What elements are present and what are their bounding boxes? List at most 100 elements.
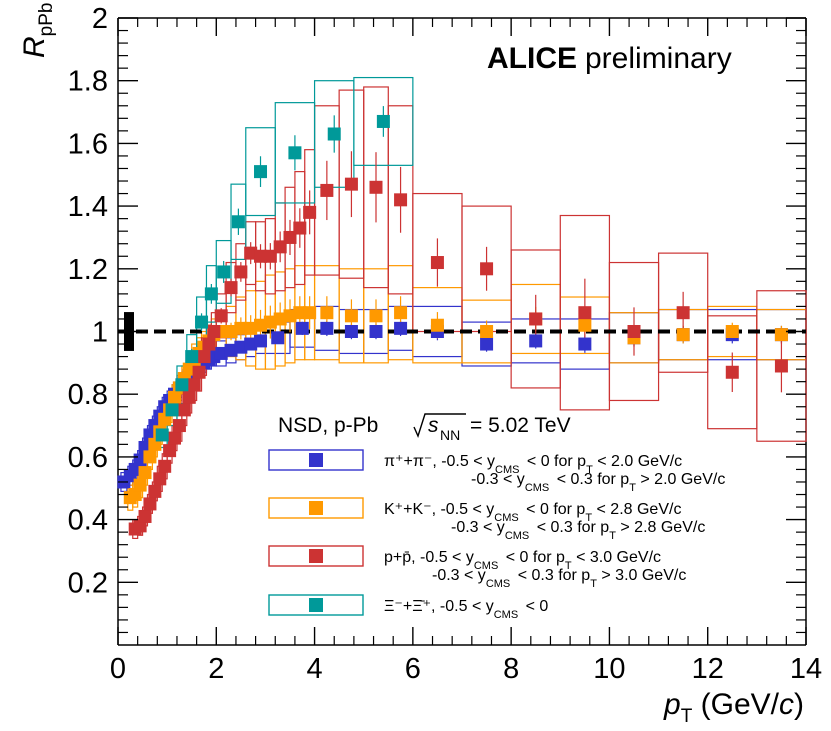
- xi-marker: [288, 146, 302, 160]
- legend-header-nn: NN: [440, 427, 460, 443]
- kaon-marker: [578, 318, 592, 332]
- pi-marker: [578, 337, 592, 351]
- x-tick-label: 6: [405, 653, 421, 685]
- x-axis-title: pT (GeV/c): [663, 688, 804, 727]
- xi-marker: [376, 114, 390, 128]
- proton-legend-line1-end: < 3.0 GeV/c: [572, 549, 661, 566]
- kaon-legend-line2-sub2: T: [609, 530, 616, 542]
- proton-legend-line1: p+p̄, -0.5 < yCMS < 0 for pT < 3.0 GeV/c: [384, 549, 661, 572]
- kaon-marker: [394, 306, 408, 320]
- proton-legend-marker: [309, 549, 323, 563]
- kaon-marker: [133, 478, 147, 492]
- kaon-marker: [774, 328, 788, 342]
- kaon-legend-box: [268, 497, 364, 519]
- chart-title: ALICE preliminary: [487, 42, 732, 75]
- y-tick-label: 1.8: [68, 66, 108, 98]
- y-tick-label: 0.2: [68, 567, 108, 599]
- kaon-marker: [138, 466, 152, 480]
- proton-marker: [254, 249, 268, 263]
- kaon-legend-line2-end: > 2.8 GeV/c: [616, 519, 705, 536]
- kaon-legend-line2-tail: < 0.3 for p: [532, 519, 609, 536]
- proton-sys-box: [756, 290, 807, 442]
- kaon-marker: [293, 306, 307, 320]
- data-markers: [117, 114, 788, 536]
- xi-marker: [175, 378, 189, 392]
- proton-marker: [177, 403, 191, 417]
- y-tick-label: 1.2: [68, 254, 108, 286]
- kaon-marker: [234, 321, 248, 335]
- pi-marker: [254, 334, 268, 348]
- kaon-legend-line1-start: K⁺+K⁻, -0.5 < y: [384, 501, 494, 518]
- kaon-legend-line2-start: -0.3 < y: [451, 519, 505, 536]
- xi-legend-box: [268, 594, 364, 616]
- pi-legend-line1-sub2: T: [586, 464, 593, 476]
- x-tick-label: 4: [307, 653, 323, 685]
- proton-marker: [192, 365, 206, 379]
- xi-sys-box: [230, 183, 247, 260]
- pi-legend-line2-tail: < 0.3 for p: [552, 471, 629, 488]
- proton-legend-line2-start: -0.3 < y: [432, 567, 486, 584]
- kaon-legend-line1-tail: < 0 for p: [522, 501, 586, 518]
- kaon-legend-line2-sub: CMS: [505, 530, 529, 542]
- xi-marker: [195, 315, 209, 329]
- pi-marker: [244, 337, 258, 351]
- proton-marker: [158, 459, 172, 473]
- legend-header: NSD, p-Pb s NN = 5.02 TeV: [278, 413, 571, 443]
- proton-legend-line2-tail: < 0.3 for p: [513, 567, 590, 584]
- y-tick-label: 0.6: [68, 442, 108, 474]
- pi-marker: [320, 321, 334, 335]
- proton-marker: [153, 472, 167, 486]
- proton-marker: [244, 246, 258, 260]
- proton-marker: [320, 183, 334, 197]
- proton-marker: [207, 325, 221, 338]
- proton-legend-line1-sub: CMS: [474, 560, 498, 572]
- proton-marker: [168, 431, 182, 445]
- proton-legend-line2-end: > 3.0 GeV/c: [597, 567, 686, 584]
- proton-marker: [627, 325, 641, 338]
- pi-legend-box: [268, 449, 364, 471]
- proton-marker: [344, 177, 358, 191]
- kaon-marker: [143, 450, 157, 464]
- pi-marker: [224, 343, 238, 357]
- title-rest: preliminary: [585, 42, 732, 75]
- kaon-marker: [224, 325, 238, 338]
- proton-marker: [172, 419, 186, 433]
- pi-legend-line2: -0.3 < yCMS < 0.3 for pT > 2.0 GeV/c: [471, 471, 725, 494]
- sqrt-sign: [413, 413, 466, 438]
- xi-marker: [254, 165, 268, 179]
- pi-marker: [529, 334, 543, 348]
- proton-marker: [303, 205, 317, 219]
- xi-legend-line1-tail: < 0: [521, 598, 548, 615]
- legend-header-suffix: = 5.02 TeV: [470, 414, 571, 437]
- proton-marker: [148, 484, 162, 498]
- proton-marker: [182, 390, 196, 404]
- proton-marker: [273, 240, 287, 254]
- proton-marker: [263, 249, 277, 263]
- xi-marker: [185, 350, 199, 364]
- kaon-legend-line1-sub2: T: [585, 512, 592, 524]
- xi-sys-box: [353, 76, 414, 166]
- y-tick-label: 2: [92, 3, 108, 35]
- proton-marker: [197, 350, 211, 364]
- kaon-legend-marker: [309, 501, 323, 515]
- xi-marker: [165, 403, 179, 417]
- xi-legend-line1: Ξ⁻+Ξ̄⁺, -0.5 < yCMS < 0: [384, 598, 548, 621]
- proton-marker: [369, 180, 383, 194]
- proton-marker: [234, 265, 248, 279]
- x-tick-label: 14: [790, 653, 822, 685]
- pi-marker: [295, 321, 309, 335]
- proton-legend-line2: -0.3 < yCMS < 0.3 for pT > 3.0 GeV/c: [432, 567, 686, 590]
- kaon-marker: [273, 312, 287, 326]
- proton-marker: [163, 444, 177, 458]
- x-tick-label: 8: [503, 653, 519, 685]
- pi-marker: [344, 325, 358, 338]
- title-bold: ALICE: [487, 42, 577, 75]
- proton-sys-box: [657, 252, 709, 373]
- pi-legend-line1-tail: < 0 for p: [522, 453, 586, 470]
- proton-marker: [138, 509, 152, 523]
- pi-marker: [394, 321, 408, 335]
- kaon-marker: [263, 315, 277, 329]
- pi-marker: [234, 340, 248, 354]
